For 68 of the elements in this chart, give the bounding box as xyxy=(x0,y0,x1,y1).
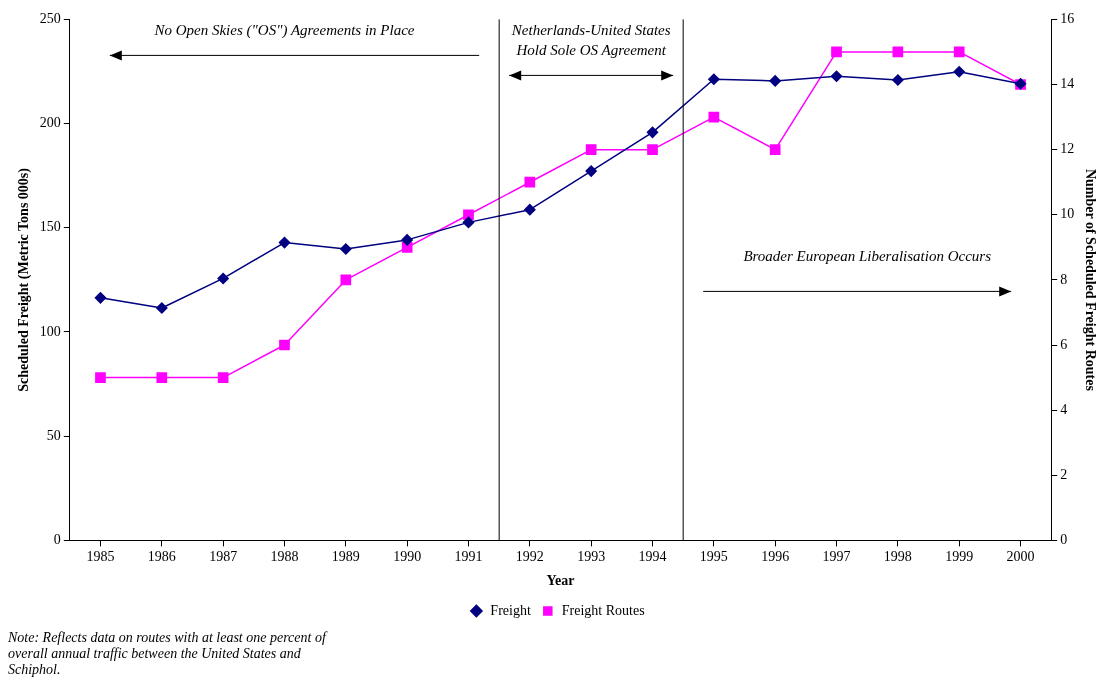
y-axis-title: Scheduled Freight (Metric Tons 000s) xyxy=(16,167,33,392)
x-tick-label: 2000 xyxy=(1006,549,1035,565)
point xyxy=(769,144,781,155)
y2-tick-label: 4 xyxy=(1060,401,1068,417)
point xyxy=(95,372,106,383)
x-axis-title: Year xyxy=(546,573,575,589)
point xyxy=(401,234,413,246)
point xyxy=(585,144,597,155)
point xyxy=(769,75,781,87)
point xyxy=(646,126,659,139)
y2-axis-title: Number of Scheduled Freight Routes xyxy=(1082,168,1098,392)
point xyxy=(831,46,842,58)
x-tick-label: 1987 xyxy=(209,549,238,565)
annotation: Broader European Liberalisation Occurs xyxy=(743,247,992,264)
point xyxy=(217,272,229,285)
point xyxy=(708,73,720,85)
point xyxy=(340,274,352,286)
x-tick-label: 1988 xyxy=(270,549,299,565)
x-tick-label: 1994 xyxy=(638,549,667,565)
y2-tick-label: 6 xyxy=(1060,336,1068,352)
y2-tick-label: 2 xyxy=(1060,466,1068,482)
y-tick-label: 50 xyxy=(46,427,61,443)
y2-tick-label: 12 xyxy=(1060,141,1075,157)
x-tick-label: 1990 xyxy=(393,549,422,565)
point xyxy=(217,372,229,383)
point xyxy=(279,339,290,351)
x-tick-label: 1993 xyxy=(577,549,606,565)
point xyxy=(278,236,291,249)
point xyxy=(462,216,475,229)
point xyxy=(953,46,965,58)
x-tick-label: 1998 xyxy=(883,549,912,565)
y2-tick-label: 10 xyxy=(1060,206,1075,222)
y-tick-label: 100 xyxy=(39,323,61,339)
y-tick-label: 150 xyxy=(39,219,61,235)
legend-label: Freight xyxy=(490,602,531,618)
point xyxy=(830,70,843,83)
x-tick-label: 1989 xyxy=(331,549,360,565)
y-tick-label: 250 xyxy=(39,11,61,27)
x-tick-label: 1999 xyxy=(945,549,974,565)
point xyxy=(156,372,168,383)
y2-tick-label: 14 xyxy=(1060,76,1075,92)
x-tick-label: 1991 xyxy=(454,549,483,565)
y-tick-label: 200 xyxy=(39,115,61,131)
x-tick-label: 1992 xyxy=(515,549,544,565)
text: Note: Reflects data on routes with at least one percent of overall annual traffic between the United States and Schiphol. xyxy=(8,630,329,678)
y-tick-label: 0 xyxy=(53,532,61,548)
y2-tick-label: 16 xyxy=(1060,11,1075,27)
annotation: Netherlands-United States Hold Sole OS Agreement xyxy=(510,21,671,58)
x-tick-label: 1997 xyxy=(822,549,851,565)
legend-label: Freight Routes xyxy=(561,602,645,618)
point xyxy=(892,74,904,86)
point xyxy=(524,203,536,216)
x-tick-label: 1996 xyxy=(761,549,790,565)
point xyxy=(156,302,168,314)
point xyxy=(94,292,107,304)
point xyxy=(340,243,352,255)
point xyxy=(647,144,658,155)
point xyxy=(524,176,536,188)
x-tick-label: 1985 xyxy=(86,549,115,565)
x-tick-label: 1986 xyxy=(147,549,176,565)
point xyxy=(708,111,720,123)
annotation: No Open Skies ("OS") Agreements in Place xyxy=(153,21,415,39)
point xyxy=(953,65,965,78)
y2-tick-label: 0 xyxy=(1060,532,1068,548)
point xyxy=(585,165,597,177)
y2-tick-label: 8 xyxy=(1060,271,1068,287)
x-tick-label: 1995 xyxy=(699,549,728,565)
point xyxy=(401,241,413,253)
